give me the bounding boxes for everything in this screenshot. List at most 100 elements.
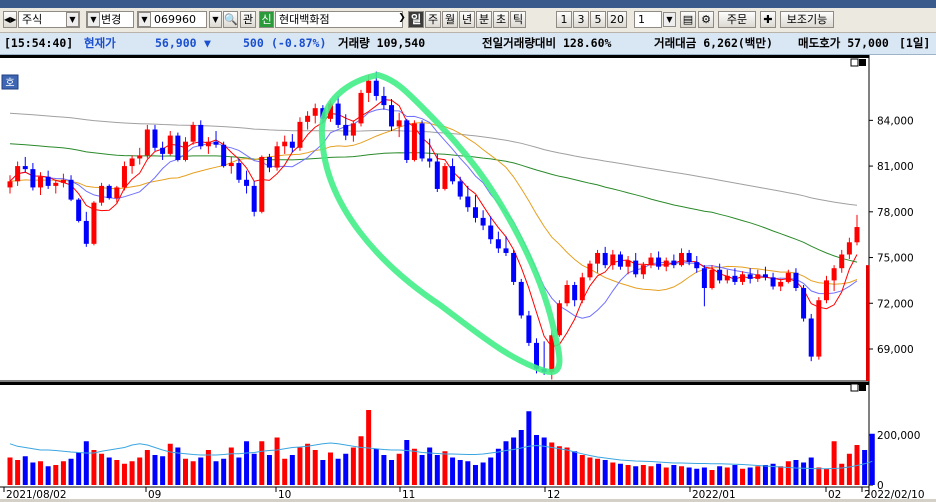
candle-body xyxy=(488,225,494,240)
save-icon[interactable]: ▤ xyxy=(680,11,696,28)
volume-bar xyxy=(389,460,395,485)
volume-bar xyxy=(694,468,700,485)
candle-body xyxy=(785,272,791,282)
stock-chart[interactable]: 호 84,000 81,000 78,000 75,000 72,000 69,000 200… xyxy=(0,55,936,501)
candle-body xyxy=(404,120,410,160)
stock-name-field[interactable]: 현대백화점 xyxy=(275,11,403,28)
candle-body xyxy=(534,342,540,369)
volume-bar xyxy=(183,458,189,485)
chevron-down-icon[interactable]: ▼ xyxy=(138,12,151,27)
period-tab[interactable]: 틱 xyxy=(510,11,526,28)
interval-button[interactable]: 20 xyxy=(607,11,627,28)
candle-body xyxy=(274,146,280,168)
candle-body xyxy=(732,275,738,282)
candle-body xyxy=(228,163,234,167)
volume-ma-line xyxy=(9,442,873,470)
volume-bar xyxy=(137,457,143,485)
candle-body xyxy=(854,227,860,243)
market-select[interactable]: 주식 xyxy=(18,11,80,28)
period-tab[interactable]: 년 xyxy=(459,11,475,28)
candle-body xyxy=(556,303,562,336)
volume-bar xyxy=(396,453,402,485)
volume-bar xyxy=(511,437,517,485)
period-tab[interactable]: 초 xyxy=(493,11,509,28)
period-tab[interactable]: 분 xyxy=(476,11,492,28)
x-tick-label: 2022/02/10 xyxy=(864,489,925,499)
volume-bar xyxy=(213,461,219,485)
chevron-down-icon[interactable]: ▼ xyxy=(209,11,222,28)
chart-area[interactable]: 호 84,000 81,000 78,000 75,000 72,000 69,000 200… xyxy=(0,55,936,501)
period-tab[interactable]: 주 xyxy=(425,11,441,28)
candle-body xyxy=(53,182,59,186)
candle-body xyxy=(503,248,509,253)
volume-bar xyxy=(68,458,74,485)
candle-body xyxy=(793,272,799,289)
order-button[interactable]: 주문 xyxy=(718,11,756,28)
candle-body xyxy=(762,274,768,278)
candle-body xyxy=(83,220,89,244)
candle-body xyxy=(427,158,433,162)
market-arrows-icon[interactable]: ◀▶ xyxy=(3,11,17,28)
candle-body xyxy=(572,284,578,301)
volume-bar xyxy=(648,466,654,485)
volume-bar xyxy=(663,467,669,485)
period-tab[interactable]: 일 xyxy=(408,11,424,28)
volume-bar xyxy=(747,467,753,485)
quote-info-bar: [15:54:40] 현재가 56,900 ▼ 500 (-0.87%) 거래량… xyxy=(0,33,936,55)
volume-bar xyxy=(778,466,784,485)
volume-bar xyxy=(846,453,852,485)
volume-bar xyxy=(45,466,51,485)
ask-price: 매도호가 57,000 xyxy=(798,36,889,50)
candle-body xyxy=(770,277,776,287)
add-indicator-icon[interactable]: ✚ xyxy=(760,11,776,28)
unit-field[interactable]: 1 xyxy=(634,11,662,28)
candle-body xyxy=(755,274,761,279)
candle-body xyxy=(610,254,616,266)
candle-body xyxy=(144,129,150,156)
interval-button[interactable]: 1 xyxy=(556,11,572,28)
interval-button[interactable]: 3 xyxy=(573,11,589,28)
volume-bar xyxy=(373,448,379,485)
volume-bar xyxy=(816,467,822,485)
candle-body xyxy=(160,147,166,154)
pan-button[interactable]: 관 xyxy=(240,11,256,28)
candle-body xyxy=(251,185,257,212)
aux-function-button[interactable]: 보조기능 xyxy=(780,11,834,28)
volume-bar xyxy=(327,452,333,485)
prev-volume-ratio: 전일거래량대비 128.60% xyxy=(482,36,612,50)
volume-bar xyxy=(99,453,105,485)
price-panel-header xyxy=(0,55,869,58)
volume-bar xyxy=(709,470,715,485)
chevron-right-icon[interactable]: ❯ xyxy=(398,13,406,23)
volume-bar xyxy=(198,457,204,485)
period-tab[interactable]: 월 xyxy=(442,11,458,28)
candle-body xyxy=(106,185,112,199)
volume-bar xyxy=(15,460,21,485)
chevron-down-icon[interactable]: ▼ xyxy=(66,12,79,27)
volume-bar xyxy=(633,466,639,485)
candle-body xyxy=(297,121,303,148)
interval-button[interactable]: 5 xyxy=(590,11,606,28)
candle-body xyxy=(778,281,784,287)
y-tick-label: 69,000 xyxy=(877,344,914,356)
y-tick-label: 78,000 xyxy=(877,207,914,219)
code-input[interactable]: 069960 xyxy=(137,11,207,28)
candle-body xyxy=(579,277,585,301)
search-icon[interactable]: 🔍 xyxy=(223,11,238,28)
candle-body xyxy=(381,95,387,106)
volume-bar xyxy=(488,457,494,485)
candle-body xyxy=(656,257,662,267)
chevron-down-icon[interactable]: ▼ xyxy=(663,12,676,27)
volume-bar xyxy=(427,447,433,485)
volume-bar xyxy=(320,460,326,485)
chevron-down-icon[interactable]: ▼ xyxy=(87,12,100,27)
chart-background xyxy=(0,55,936,499)
settings-icon[interactable]: ⚙ xyxy=(698,11,714,28)
candle-body xyxy=(411,123,417,160)
volume-bar xyxy=(144,450,150,485)
volume-bar xyxy=(831,441,837,485)
candle-body xyxy=(564,284,570,304)
volume-bar xyxy=(335,458,341,485)
volume-bar xyxy=(266,455,272,485)
volume-bar xyxy=(534,435,540,485)
